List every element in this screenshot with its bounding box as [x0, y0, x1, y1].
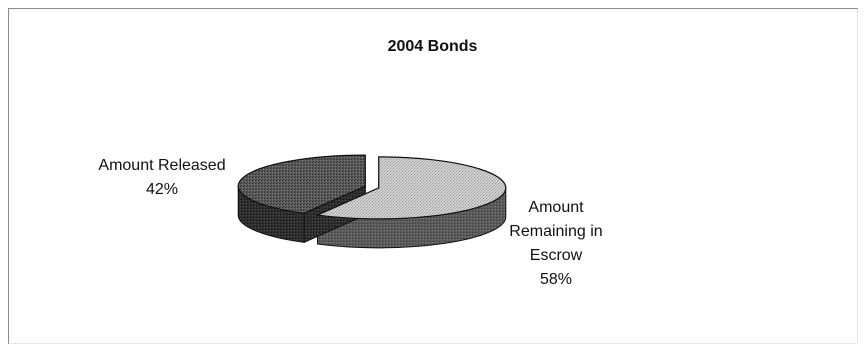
pie-tops	[237, 154, 507, 220]
chart-frame	[8, 8, 858, 344]
slice-label: Amount Released 42%	[98, 157, 225, 198]
pie-labels: Amount Remaining in Escrow 58% Amount Releas…	[98, 157, 602, 288]
pie-slice	[237, 154, 366, 214]
pie-slice	[315, 156, 507, 220]
chart-title: 2004 Bonds	[387, 38, 478, 55]
slice-label: Amount Remaining in Escrow 58%	[509, 199, 602, 288]
